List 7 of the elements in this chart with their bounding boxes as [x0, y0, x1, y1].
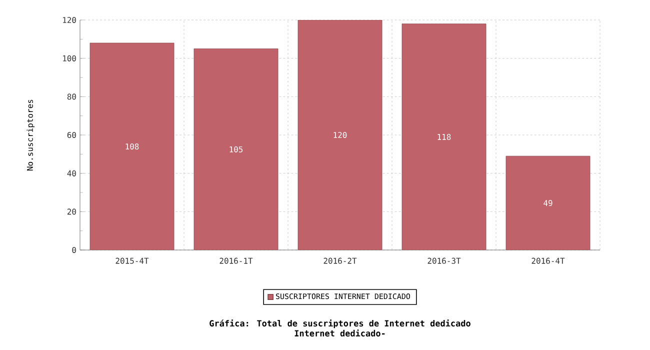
bar: [194, 48, 278, 250]
text: Gráfica: Total de suscriptores de Internet dedicado: [210, 320, 470, 328]
bar: [402, 24, 486, 250]
bar: [90, 42, 174, 250]
text: Internet dedicado-: [294, 329, 385, 336]
bar: [506, 156, 590, 250]
bar: [298, 20, 382, 250]
